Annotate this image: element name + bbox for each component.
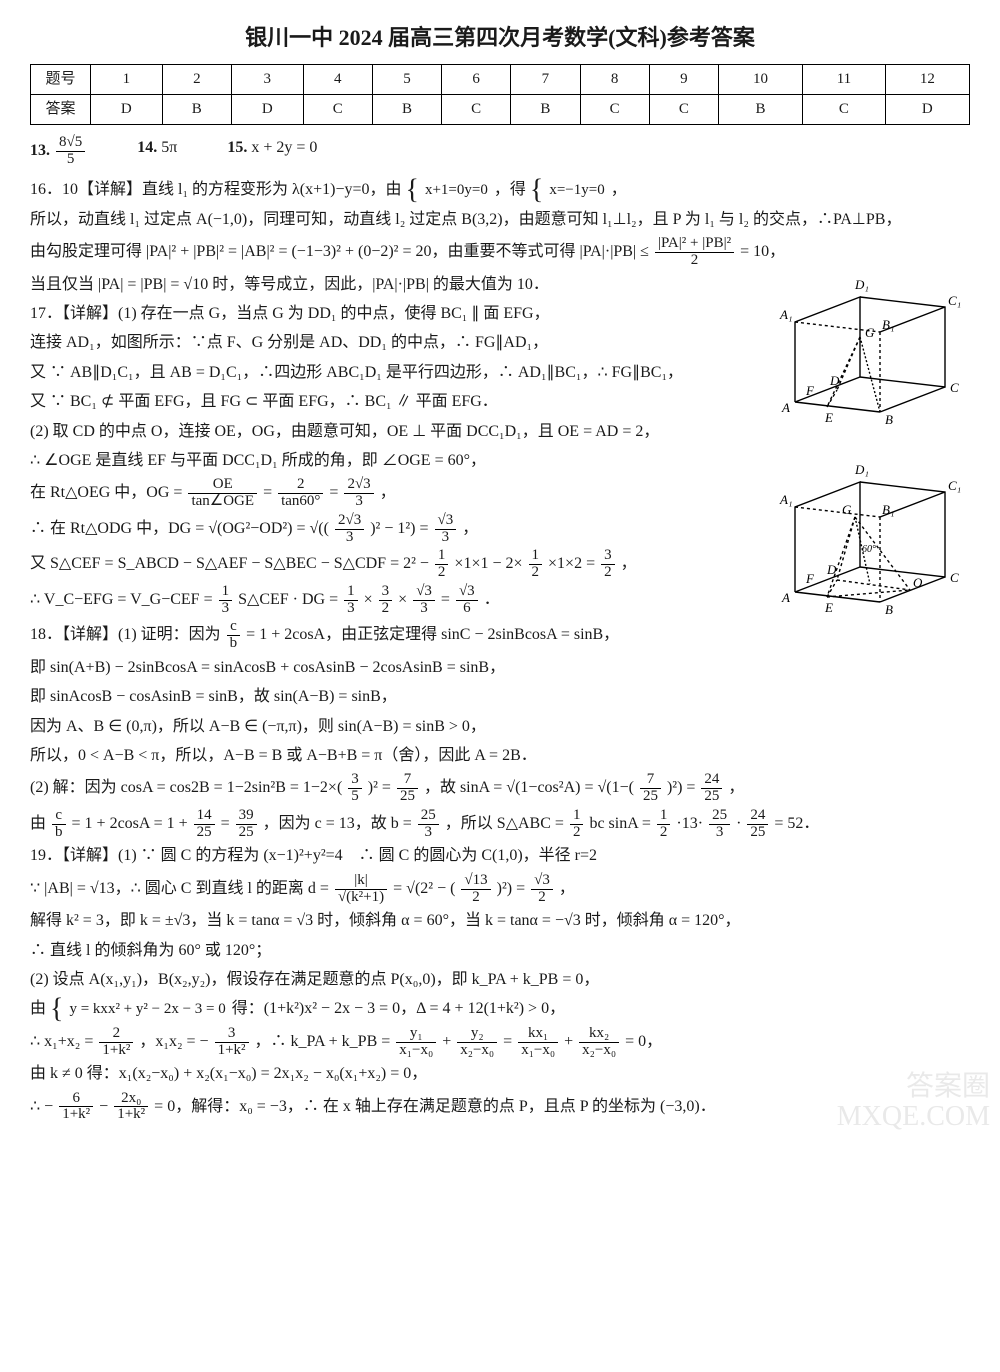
sol-line: 当且仅当 |PA| = |PB| = √10 时，等号成立，因此，|PA|·|P… — [30, 272, 750, 298]
sol-line: 由 cb = 1 + 2cosA = 1 + 1425 = 3925 ，因为 c… — [30, 808, 970, 841]
svg-text:D₁: D₁ — [854, 277, 869, 292]
qnum: 5 — [372, 65, 441, 95]
q14-label: 14. — [137, 139, 157, 156]
sol-line: ∴ − 61+k² − 2x₀1+k² = 0，解得：x₀ = −3，∴ 在 x… — [30, 1091, 970, 1124]
ans: C — [580, 95, 649, 125]
sol-line: 又 ∵ BC₁ ⊄ 平面 EFG，且 FG ⊂ 平面 EFG，∴ BC₁ ∥ 平… — [30, 389, 750, 415]
q15-value: x + 2y = 0 — [251, 139, 317, 156]
ans: B — [718, 95, 802, 125]
svg-text:G: G — [865, 325, 875, 340]
svg-text:B₁: B₁ — [882, 502, 894, 517]
sol-line: ∵ |AB| = √13，∴ 圆心 C 到直线 l 的距离 d = |k|√(k… — [30, 873, 970, 906]
ans: C — [303, 95, 372, 125]
answer-table: 题号 1 2 3 4 5 6 7 8 9 10 11 12 答案 D B D C… — [30, 64, 970, 125]
qnum: 4 — [303, 65, 372, 95]
svg-text:B: B — [885, 412, 893, 427]
qnum: 11 — [803, 65, 886, 95]
sol-line: 即 sinAcosB − cosAsinB = sinB，故 sin(A−B) … — [30, 684, 970, 710]
sol-line: (2) 设点 A(x₁,y₁)，B(x₂,y₂)，假设存在满足题意的点 P(x₀… — [30, 967, 970, 993]
svg-text:C₁: C₁ — [948, 478, 961, 493]
sol-line: 因为 A、B ∈ (0,π)，所以 A−B ∈ (−π,π)，则 sin(A−B… — [30, 714, 970, 740]
svg-text:F: F — [805, 383, 815, 398]
svg-text:D: D — [829, 373, 840, 388]
svg-text:A₁: A₁ — [779, 307, 792, 322]
svg-text:D: D — [826, 562, 837, 577]
q14-value: 5π — [161, 139, 177, 156]
ans: C — [649, 95, 718, 125]
svg-text:B₁: B₁ — [882, 317, 894, 332]
ans: B — [511, 95, 580, 125]
svg-text:C₁: C₁ — [948, 293, 961, 308]
sol-line: 16．10【详解】直线 l₁ 的方程变形为 λ(x+1)−y=0，由 { x+1… — [30, 177, 970, 203]
ans: B — [372, 95, 441, 125]
sol-line: (2) 取 CD 的中点 O，连接 OE，OG，由题意可知，OE ⊥ 平面 DC… — [30, 419, 750, 445]
svg-text:A₁: A₁ — [779, 492, 792, 507]
sol-line: ∴ ∠OGE 是直线 EF 与平面 DCC₁D₁ 所成的角，即 ∠OGE = 6… — [30, 448, 750, 474]
cube-figures: D₁ C₁ A₁ B₁ G D C F A E B D₁ C₁ A — [770, 267, 980, 642]
q13-label: 13. — [30, 142, 50, 159]
row-header: 答案 — [31, 95, 91, 125]
qnum: 2 — [162, 65, 231, 95]
sol-line: 所以，动直线 l₁ 过定点 A(−1,0)，同理可知，动直线 l₂ 过定点 B(… — [30, 207, 970, 233]
svg-text:B: B — [885, 602, 893, 617]
sol-line: 解得 k² = 3，即 k = ±√3，当 k = tanα = √3 时，倾斜… — [30, 908, 970, 934]
svg-text:60°: 60° — [862, 544, 876, 555]
page-title: 银川一中 2024 届高三第四次月考数学(文科)参考答案 — [30, 20, 970, 56]
sol-line: 又 ∵ AB∥D₁C₁，且 AB = D₁C₁，∴四边形 ABC₁D₁ 是平行四… — [30, 360, 750, 386]
ans: B — [162, 95, 231, 125]
qnum: 7 — [511, 65, 580, 95]
sol-line: ∴ x₁+x₂ = 21+k² ，x₁x₂ = − 31+k² ，∴ k_PA … — [30, 1026, 970, 1059]
q15-label: 15. — [227, 139, 247, 156]
svg-text:A: A — [781, 400, 790, 415]
sol-line: 由勾股定理可得 |PA|² + |PB|² = |AB|² = (−1−3)² … — [30, 236, 970, 269]
qnum: 9 — [649, 65, 718, 95]
sol-line: 由 k ≠ 0 得：x₁(x₂−x₀) + x₂(x₁−x₀) = 2x₁x₂ … — [30, 1061, 970, 1087]
fill-blanks: 13. 8√5 5 14. 5π 15. x + 2y = 0 — [30, 135, 970, 168]
qnum: 1 — [91, 65, 163, 95]
sol-line: 即 sin(A+B) − 2sinBcosA = sinAcosB + cosA… — [30, 655, 970, 681]
svg-text:O: O — [913, 575, 923, 590]
ans: D — [91, 95, 163, 125]
sol-line: 所以，0 < A−B < π，所以，A−B = B 或 A−B+B = π（舍）… — [30, 743, 970, 769]
ans: C — [803, 95, 886, 125]
sol-line: 由 { y = kxx² + y² − 2x − 3 = 0 得：(1+k²)x… — [30, 996, 970, 1022]
sol-line: 19．【详解】(1) ∵ 圆 C 的方程为 (x−1)²+y²=4 ∴ 圆 C … — [30, 843, 970, 869]
svg-text:D₁: D₁ — [854, 462, 869, 477]
svg-text:G: G — [842, 502, 852, 517]
svg-text:C: C — [950, 570, 959, 585]
svg-text:F: F — [805, 571, 815, 586]
sol-line: 在 Rt△OEG 中，OG = OEtan∠OGE = 2tan60° = 2√… — [30, 477, 750, 510]
qnum: 12 — [885, 65, 969, 95]
sol-line: 连接 AD₁，如图所示：∵点 F、G 分别是 AD、DD₁ 的中点，∴ FG∥A… — [30, 330, 750, 356]
svg-text:E: E — [824, 600, 833, 615]
qnum: 10 — [718, 65, 802, 95]
sol-line: ∴ 直线 l 的倾斜角为 60° 或 120°； — [30, 938, 970, 964]
sol-line: 17．【详解】(1) 存在一点 G，当点 G 为 DD₁ 的中点，使得 BC₁ … — [30, 301, 750, 327]
q13-value: 8√5 5 — [56, 135, 85, 168]
sol-line: ∴ 在 Rt△ODG 中，DG = √(OG²−OD²) = √(( 2√33 … — [30, 513, 750, 546]
svg-text:C: C — [950, 380, 959, 395]
sol-line: (2) 解：因为 cosA = cos2B = 1−2sin²B = 1−2×(… — [30, 772, 970, 805]
qnum: 6 — [442, 65, 511, 95]
qnum: 3 — [231, 65, 303, 95]
qnum: 8 — [580, 65, 649, 95]
svg-text:E: E — [824, 410, 833, 425]
ans: D — [231, 95, 303, 125]
svg-text:A: A — [781, 590, 790, 605]
row-header: 题号 — [31, 65, 91, 95]
ans: C — [442, 95, 511, 125]
ans: D — [885, 95, 969, 125]
